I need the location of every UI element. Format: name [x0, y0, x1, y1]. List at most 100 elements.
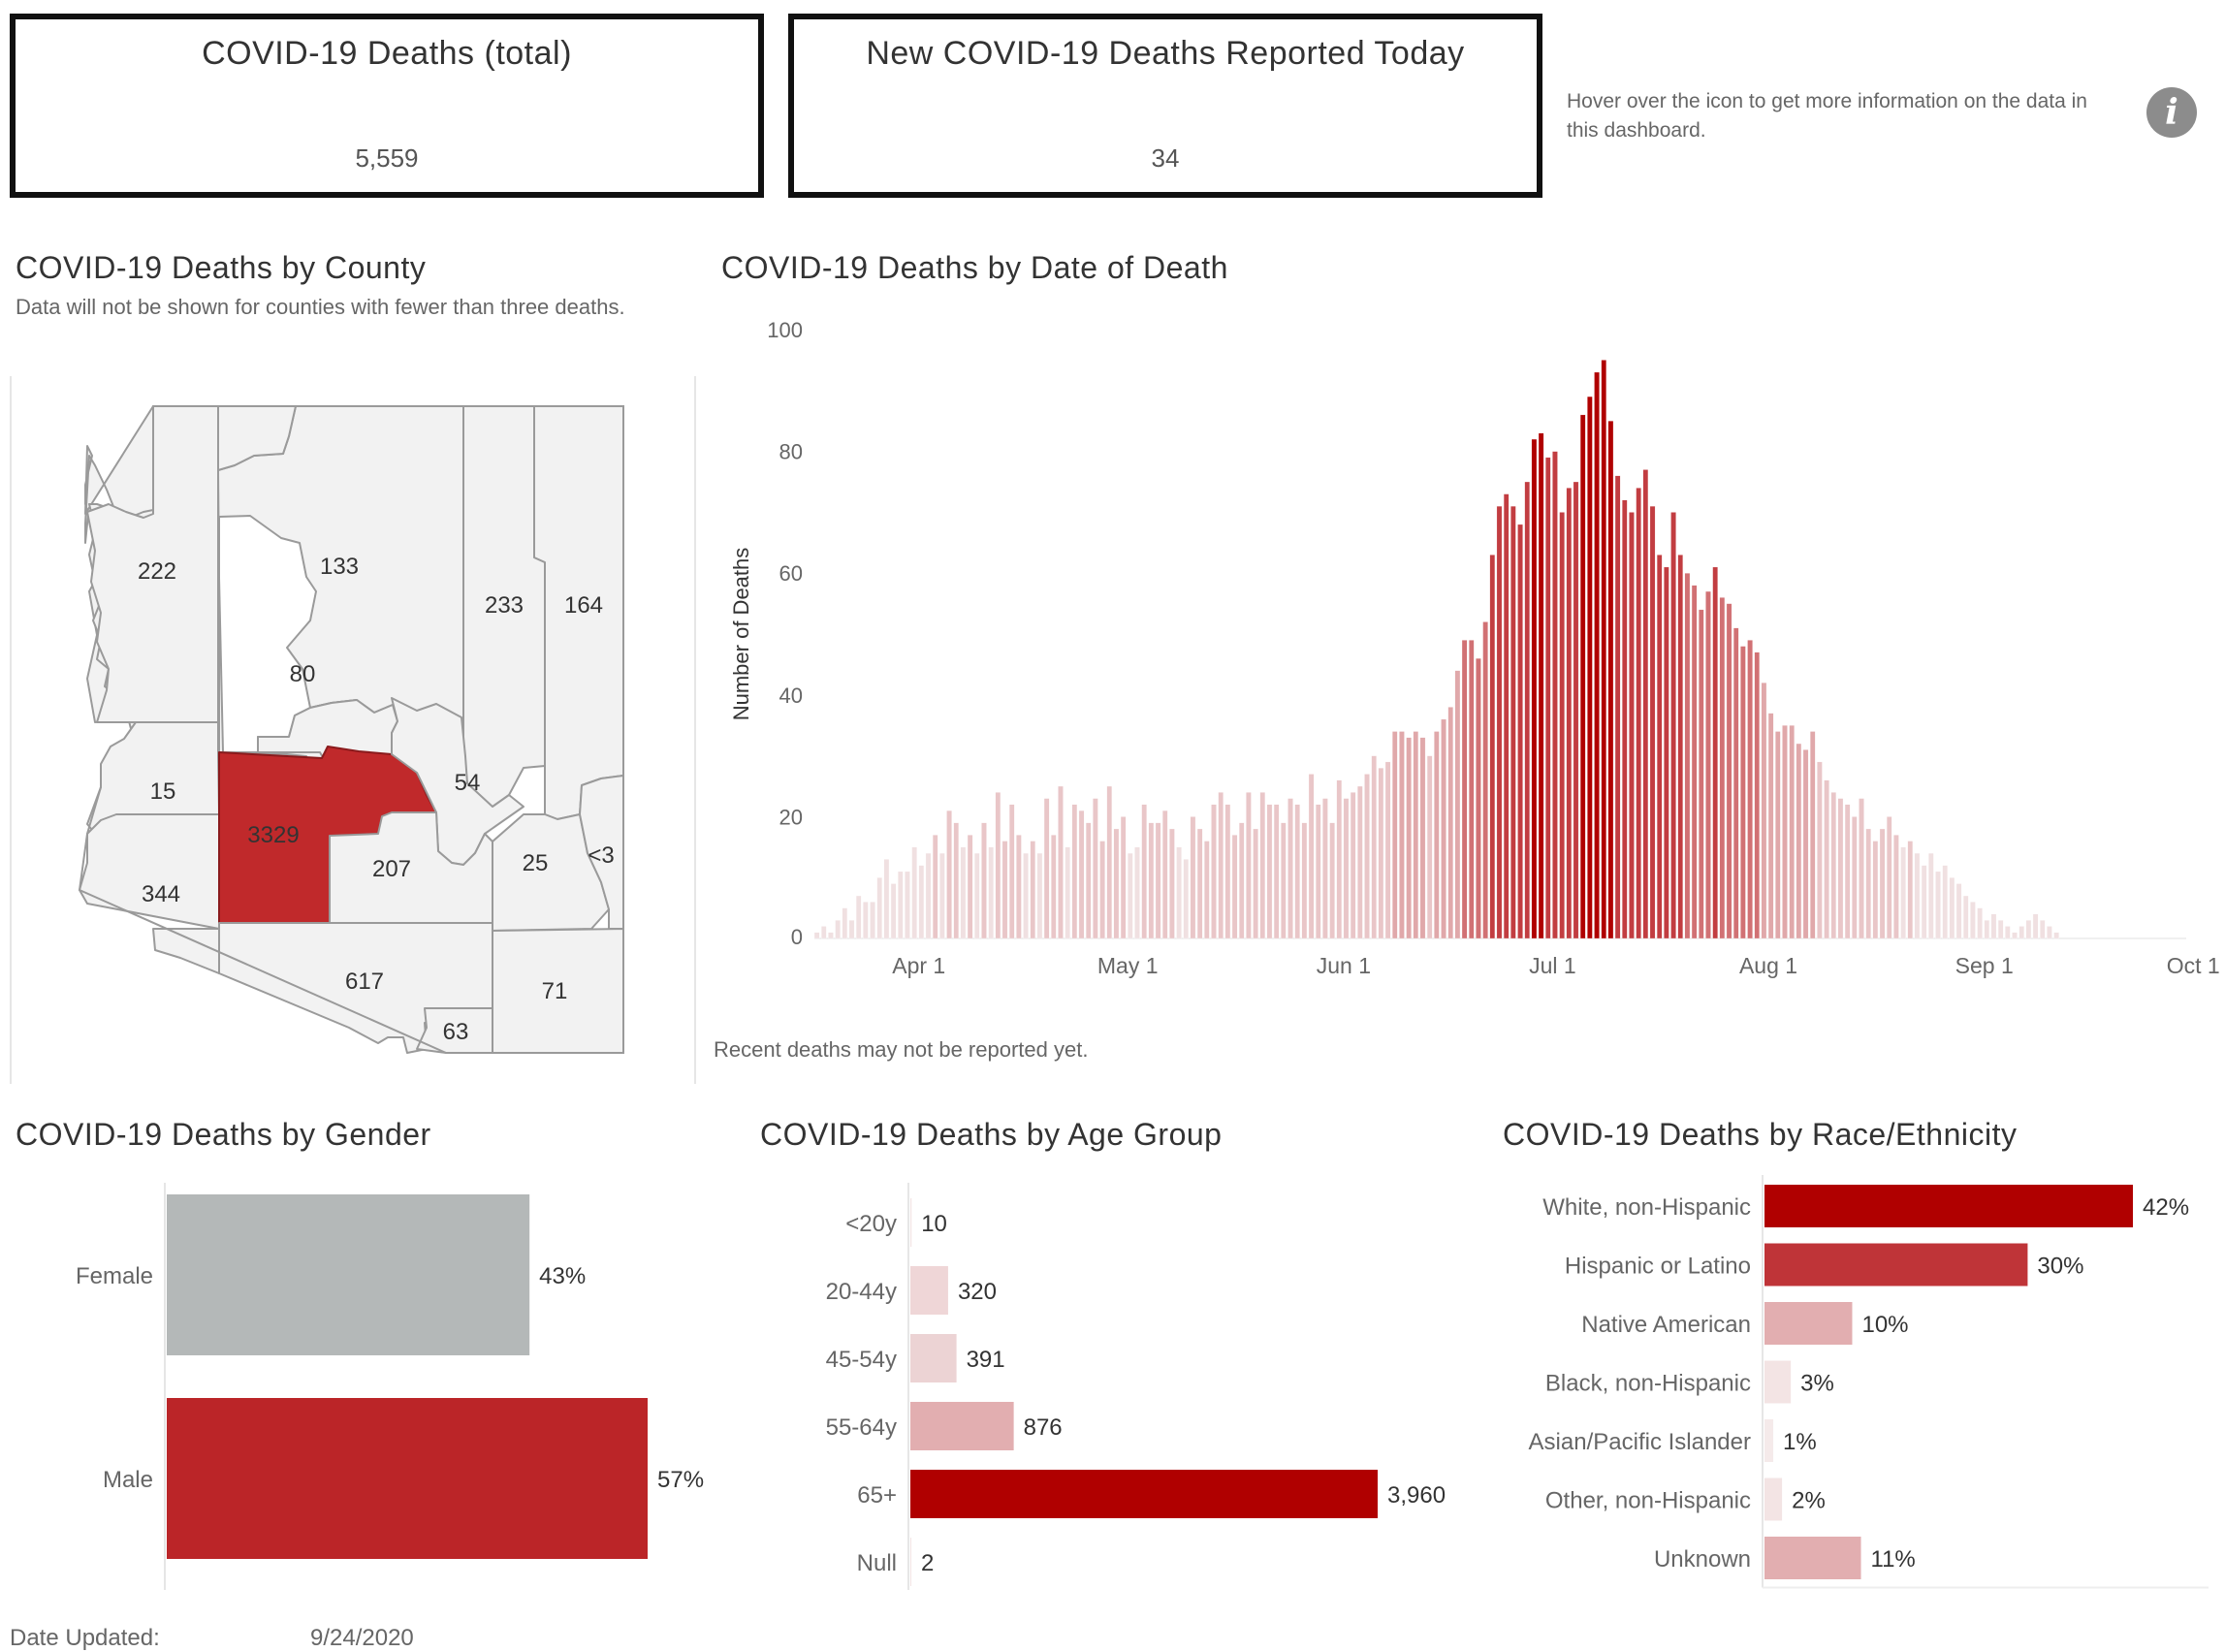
date-chart-bar[interactable] [1579, 414, 1586, 939]
date-chart-bar[interactable] [967, 835, 973, 939]
date-chart-bar[interactable] [1350, 792, 1356, 939]
info-icon[interactable]: i [2146, 87, 2197, 138]
date-chart-bar[interactable] [1879, 828, 1886, 939]
date-chart-bar[interactable] [1224, 804, 1231, 939]
date-chart-bar[interactable] [1531, 438, 1538, 939]
bar[interactable] [167, 1194, 530, 1355]
date-chart-bar[interactable] [1016, 835, 1022, 939]
date-chart-bar[interactable] [1301, 822, 1308, 939]
date-chart-bar[interactable] [1677, 555, 1683, 939]
date-chart-bar[interactable] [2053, 932, 2059, 939]
date-chart-bar[interactable] [918, 865, 925, 939]
date-chart-bar[interactable] [1231, 835, 1238, 939]
date-chart-bar[interactable] [939, 852, 945, 939]
bar[interactable] [167, 1398, 648, 1559]
date-chart-bar[interactable] [1399, 731, 1405, 939]
date-chart-bar[interactable] [1587, 396, 1593, 939]
county-coconino-top[interactable] [217, 405, 297, 471]
county-greenlee[interactable] [579, 775, 624, 930]
date-chart-bar[interactable] [1963, 895, 1969, 939]
date-chart-bar[interactable] [1134, 846, 1140, 939]
date-chart-bar[interactable] [995, 792, 1001, 939]
bar[interactable] [910, 1470, 1378, 1518]
date-chart-bar[interactable] [1670, 512, 1676, 939]
date-chart-bar[interactable] [1287, 798, 1293, 939]
date-chart-bar[interactable] [1238, 822, 1245, 939]
date-chart-bar[interactable] [1023, 852, 1029, 939]
date-chart-bar[interactable] [1824, 779, 1829, 939]
bar[interactable] [1764, 1185, 2133, 1227]
date-chart-bar[interactable] [870, 902, 875, 939]
date-chart-bar[interactable] [1830, 792, 1837, 939]
date-chart-bar[interactable] [1852, 816, 1858, 939]
date-chart-bar[interactable] [1754, 651, 1761, 939]
date-chart-bar[interactable] [1921, 865, 1927, 939]
date-chart-bar[interactable] [883, 859, 890, 939]
date-chart-bar[interactable] [1997, 920, 2004, 939]
date-chart-bar[interactable] [1148, 822, 1155, 939]
date-chart-bar[interactable] [1865, 828, 1871, 939]
date-chart-bar[interactable] [1705, 590, 1711, 939]
date-chart-bar[interactable] [1977, 907, 1983, 939]
date-chart-bar[interactable] [1461, 640, 1468, 939]
date-chart-bar[interactable] [1594, 371, 1600, 939]
date-chart-bar[interactable] [1928, 852, 1934, 939]
date-chart-bar[interactable] [863, 902, 869, 939]
date-chart-bar[interactable] [1141, 804, 1147, 939]
date-chart-bar[interactable] [1886, 816, 1892, 939]
date-chart-bar[interactable] [1796, 743, 1802, 939]
date-chart-bar[interactable] [1322, 798, 1328, 939]
date-chart-bar[interactable] [1907, 841, 1914, 939]
date-chart-bar[interactable] [1281, 822, 1287, 939]
date-chart-bar[interactable] [1469, 640, 1475, 939]
date-chart-bar[interactable] [953, 822, 959, 939]
date-chart-bar[interactable] [1364, 774, 1370, 939]
date-chart-bar[interactable] [1008, 804, 1015, 939]
date-chart-bar[interactable] [2025, 920, 2032, 939]
date-chart-bar[interactable] [1844, 804, 1851, 939]
bar[interactable] [1764, 1360, 1792, 1404]
date-chart-bar[interactable] [1099, 841, 1105, 939]
date-chart-bar[interactable] [981, 822, 987, 939]
date-chart-bar[interactable] [1113, 828, 1120, 939]
date-chart-bar[interactable] [1802, 749, 1809, 939]
date-chart-bar[interactable] [932, 835, 938, 939]
date-chart-bar[interactable] [1343, 798, 1350, 939]
date-chart-bar[interactable] [876, 877, 882, 939]
date-chart-bar[interactable] [898, 871, 904, 939]
date-chart-bar[interactable] [1622, 499, 1628, 939]
date-chart-bar[interactable] [1434, 731, 1440, 939]
date-chart-bar[interactable] [1893, 835, 1899, 939]
bar[interactable] [910, 1402, 1014, 1450]
date-chart-bar[interactable] [1036, 852, 1043, 939]
date-chart-bar[interactable] [1538, 432, 1544, 939]
date-chart-bar[interactable] [848, 920, 855, 939]
date-chart-bar[interactable] [828, 932, 834, 939]
date-chart-bar[interactable] [1085, 822, 1092, 939]
date-chart-bar[interactable] [988, 846, 994, 939]
date-chart-bar[interactable] [2032, 913, 2039, 939]
date-chart-bar[interactable] [1204, 841, 1210, 939]
date-chart-bar[interactable] [1093, 798, 1098, 939]
date-chart-bar[interactable] [1413, 731, 1419, 939]
date-chart-bar[interactable] [1970, 902, 1976, 939]
date-chart-bar[interactable] [1649, 505, 1656, 939]
date-chart-bar[interactable] [890, 883, 897, 939]
date-chart-bar[interactable] [1329, 822, 1335, 939]
date-chart-bar[interactable] [1914, 852, 1921, 939]
date-chart-bar[interactable] [1120, 816, 1127, 939]
date-chart-bar[interactable] [960, 846, 967, 939]
date-chart-bar[interactable] [925, 852, 932, 939]
date-chart-bar[interactable] [1747, 640, 1753, 939]
date-chart-bar[interactable] [1859, 798, 1864, 939]
date-chart-bar[interactable] [1712, 566, 1718, 939]
date-chart-bar[interactable] [1761, 683, 1767, 939]
date-chart-bar[interactable] [1837, 798, 1844, 939]
date-chart-bar[interactable] [1719, 597, 1726, 939]
date-chart-bar[interactable] [1155, 822, 1161, 939]
date-chart-bar[interactable] [1496, 505, 1503, 939]
date-chart-bar[interactable] [1872, 841, 1879, 939]
county-map[interactable]: 222 133 233 164 80 15 54 3329 207 25 <3 344 617 71 63 [0, 0, 717, 1086]
date-chart-bar[interactable] [1253, 828, 1258, 939]
date-chart-bar[interactable] [1809, 731, 1816, 939]
